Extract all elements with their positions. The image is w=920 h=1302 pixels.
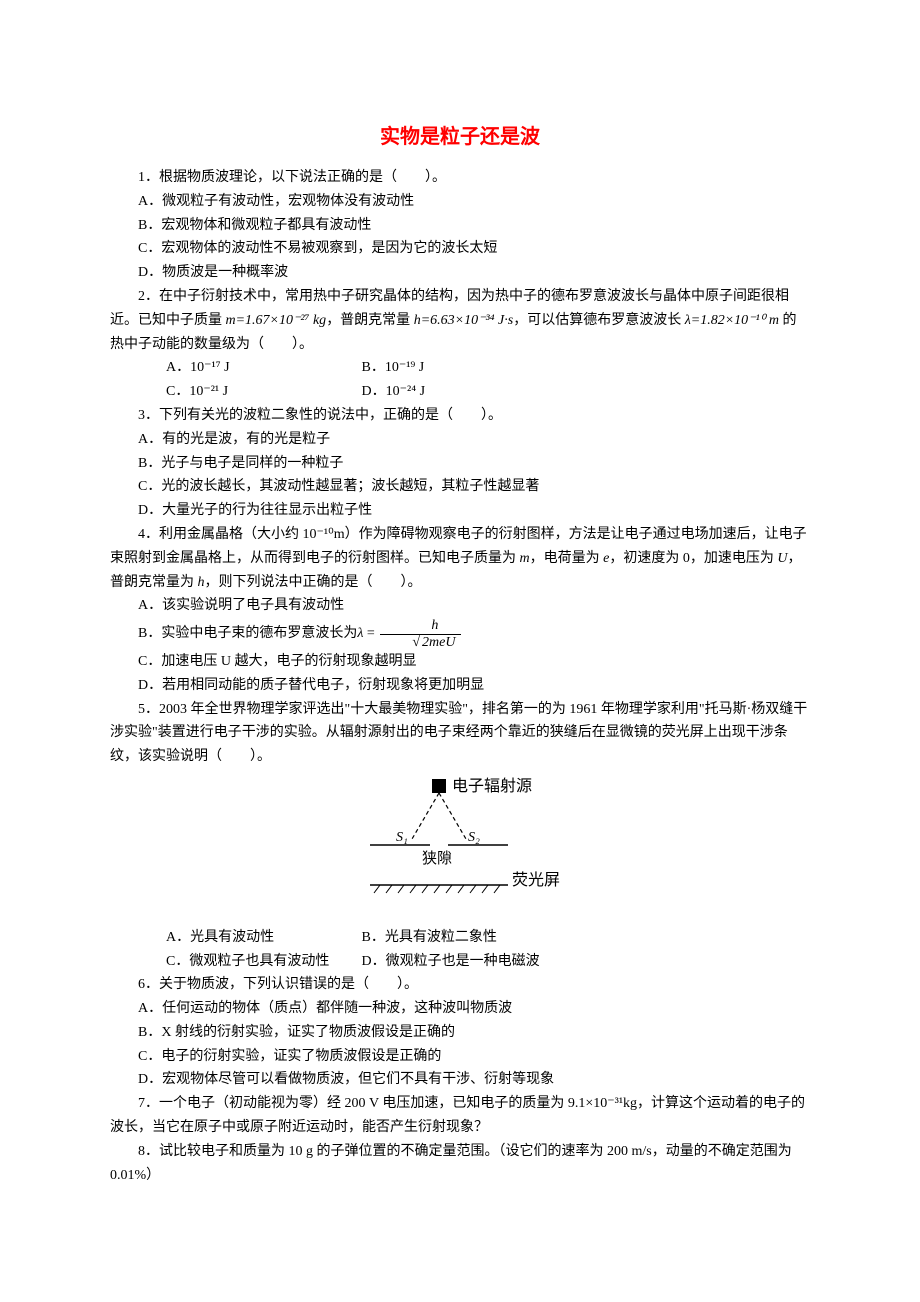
- q4-b-pre: B．实验中电子束的德布罗意波长为: [138, 626, 357, 641]
- q5-opt-d: D．微观粒子也是一种电磁波: [362, 954, 540, 969]
- screen-hatching: [374, 885, 500, 893]
- q5-opts-row1: A．光具有波动性 B．光具有波粒二象性: [110, 926, 810, 950]
- q2-h: h=6.63×10⁻³⁴ J·s: [414, 313, 514, 328]
- q4-fraction: h √2meU: [380, 618, 461, 650]
- q2-opt-d: D．10⁻²⁴ J: [362, 384, 426, 399]
- q1-opt-b: B．宏观物体和微观粒子都具有波动性: [110, 214, 810, 238]
- source-box: [432, 779, 446, 793]
- q1-stem: 1．根据物质波理论，以下说法正确的是（ ）。: [110, 166, 810, 190]
- q3-stem: 3．下列有关光的波粒二象性的说法中，正确的是（ ）。: [110, 404, 810, 428]
- q4-h: h: [198, 575, 205, 590]
- q4-e2: ，初速度为 0，加速电压为: [609, 551, 777, 566]
- ray-right: [439, 793, 466, 839]
- q4-b-eq: =: [363, 626, 378, 641]
- q4-opt-b: B．实验中电子束的德布罗意波长为λ = h √2meU: [110, 618, 810, 650]
- q4-stem: 4．利用金属晶格（大小约 10⁻¹⁰m）作为障碍物观察电子的衍射图样，方法是让电…: [110, 523, 810, 594]
- q2-opts-row1: A．10⁻¹⁷ J B．10⁻¹⁹ J: [110, 356, 810, 380]
- q2-opt-a: A．10⁻¹⁷ J: [138, 356, 358, 380]
- q3-opt-a: A．有的光是波，有的光是粒子: [110, 428, 810, 452]
- q6-opt-a: A．任何运动的物体（质点）都伴随一种波，这种波叫物质波: [110, 997, 810, 1021]
- q3-opt-c: C．光的波长越长，其波动性越显著；波长越短，其粒子性越显著: [110, 475, 810, 499]
- q4-opt-a: A．该实验说明了电子具有波动性: [110, 594, 810, 618]
- q1-opt-a: A．微观粒子有波动性，宏观物体没有波动性: [110, 190, 810, 214]
- q5-diagram: 电子辐射源 S₁ S₂ 狭隙 荧光屏: [110, 773, 810, 922]
- q3-opt-b: B．光子与电子是同样的一种粒子: [110, 452, 810, 476]
- q1-opt-d: D．物质波是一种概率波: [110, 261, 810, 285]
- sqrt-body: 2meU: [420, 634, 457, 650]
- source-label: 电子辐射源: [452, 777, 532, 795]
- screen-label: 荧光屏: [512, 871, 560, 889]
- q6-stem: 6．关于物质波，下列认识错误的是（ ）。: [110, 973, 810, 997]
- q4-m: m: [520, 551, 530, 566]
- q4-U: U: [777, 551, 787, 566]
- page-title: 实物是粒子还是波: [110, 120, 810, 154]
- q2-m: m=1.67×10⁻²⁷ kg: [226, 313, 327, 328]
- q1-opt-c: C．宏观物体的波动性不易被观察到，是因为它的波长太短: [110, 237, 810, 261]
- q2-opts-row2: C．10⁻²¹ J D．10⁻²⁴ J: [110, 380, 810, 404]
- q3-opt-d: D．大量光子的行为往往显示出粒子性: [110, 499, 810, 523]
- q2-opt-b: B．10⁻¹⁹ J: [362, 360, 425, 375]
- q2-text-c: ，可以估算德布罗意波波长: [513, 313, 685, 328]
- q2-opt-c: C．10⁻²¹ J: [138, 380, 358, 404]
- q5-stem: 5．2003 年全世界物理学家评选出"十大最美物理实验"，排名第一的为 1961…: [110, 698, 810, 769]
- page: 实物是粒子还是波 1．根据物质波理论，以下说法正确的是（ ）。 A．微观粒子有波…: [0, 0, 920, 1302]
- q7-stem: 7．一个电子（初动能视为零）经 200 V 电压加速，已知电子的质量为 9.1×…: [110, 1092, 810, 1140]
- s1-label: S₁: [396, 830, 408, 845]
- double-slit-diagram: 电子辐射源 S₁ S₂ 狭隙 荧光屏: [340, 773, 580, 913]
- q4-frac-den: √2meU: [380, 635, 461, 650]
- q2-lambda: λ=1.82×10⁻¹⁰ m: [685, 313, 779, 328]
- sqrt-symbol: √: [412, 635, 420, 650]
- q2-text-b: ，普朗克常量: [326, 313, 414, 328]
- q6-opt-c: C．电子的衍射实验，证实了物质波假设是正确的: [110, 1045, 810, 1069]
- s2-label: S₂: [468, 830, 480, 845]
- q5-opt-b: B．光具有波粒二象性: [362, 930, 497, 945]
- slit-label: 狭隙: [422, 850, 452, 867]
- q6-opt-b: B．X 射线的衍射实验，证实了物质波假设是正确的: [110, 1021, 810, 1045]
- q2-stem: 2．在中子衍射技术中，常用热中子研究晶体的结构，因为热中子的德布罗意波波长与晶体…: [110, 285, 810, 356]
- q5-opt-a: A．光具有波动性: [138, 926, 358, 950]
- q4-i: ，则下列说法中正确的是（ ）。: [205, 575, 422, 590]
- ray-left: [412, 793, 439, 839]
- q6-opt-d: D．宏观物体尽管可以看做物质波，但它们不具有干涉、衍射等现象: [110, 1068, 810, 1092]
- q4-opt-d: D．若用相同动能的质子替代电子，衍射现象将更加明显: [110, 674, 810, 698]
- q5-opt-c: C．微观粒子也具有波动性: [138, 950, 358, 974]
- q4-c: ，电荷量为: [530, 551, 604, 566]
- q5-opts-row2: C．微观粒子也具有波动性 D．微观粒子也是一种电磁波: [110, 950, 810, 974]
- q4-frac-num: h: [380, 618, 461, 634]
- q4-opt-c: C．加速电压 U 越大，电子的衍射现象越明显: [110, 650, 810, 674]
- q8-stem: 8．试比较电子和质量为 10 g 的子弹位置的不确定量范围。（设它们的速率为 2…: [110, 1140, 810, 1188]
